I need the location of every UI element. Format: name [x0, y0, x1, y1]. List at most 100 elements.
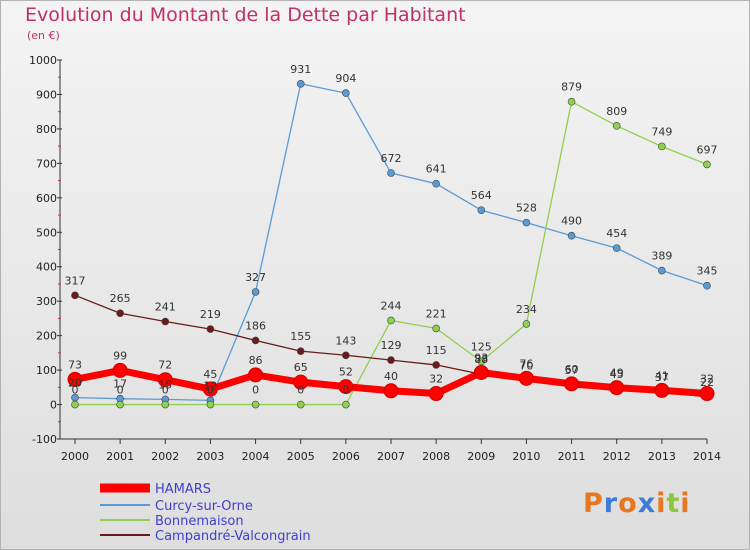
- data-label-1: 641: [426, 163, 447, 176]
- series-point-0: [383, 383, 399, 399]
- data-label-0: 76: [519, 357, 533, 370]
- series-point-2: [477, 357, 486, 366]
- data-label-3: 70: [519, 359, 533, 372]
- x-tick-label: 2010: [512, 450, 540, 463]
- data-label-2: 879: [561, 81, 582, 94]
- series-point-0: [157, 372, 173, 388]
- data-label-3: 241: [155, 301, 176, 314]
- data-label-3: 219: [200, 308, 221, 321]
- data-label-2: 0: [162, 384, 169, 397]
- series-point-2: [703, 160, 711, 169]
- data-label-1: 20: [68, 377, 82, 390]
- series-point-3: [251, 336, 260, 345]
- y-tick-label: 300: [36, 295, 57, 308]
- data-label-2: 0: [207, 384, 214, 397]
- data-label-1: 931: [290, 63, 311, 76]
- y-tick-label: 0: [50, 399, 57, 412]
- series-point-3: [161, 317, 170, 326]
- series-point-0: [202, 381, 218, 397]
- data-label-0: 49: [610, 367, 624, 380]
- series-point-0: [564, 376, 580, 392]
- x-tick-label: 2002: [151, 450, 179, 463]
- logo-letter: x: [637, 488, 657, 519]
- data-label-2: 0: [72, 384, 79, 397]
- series-point-2: [251, 400, 260, 409]
- series-point-1: [612, 244, 621, 252]
- data-label-1: 15: [158, 378, 172, 391]
- y-tick-label: 1000: [29, 54, 57, 67]
- data-label-2: 809: [606, 105, 627, 118]
- legend-label: Bonnemaison: [155, 514, 244, 529]
- logo-letter: i: [656, 488, 667, 519]
- series-point-2: [567, 97, 576, 106]
- logo-letter: r: [603, 488, 619, 519]
- series-point-2: [522, 320, 531, 328]
- series-point-2: [161, 400, 170, 409]
- series-point-3: [296, 347, 305, 355]
- x-tick-label: 2007: [377, 450, 405, 463]
- series-point-3: [116, 309, 124, 318]
- data-label-0: 72: [158, 359, 172, 372]
- data-label-2: 0: [117, 384, 124, 397]
- data-label-2: 749: [651, 125, 672, 138]
- x-tick-label: 2014: [693, 450, 721, 463]
- series-point-2: [612, 122, 621, 130]
- series-point-0: [112, 362, 128, 378]
- series-point-0: [428, 386, 444, 402]
- data-label-3: 155: [290, 330, 311, 343]
- series-point-2: [116, 400, 124, 409]
- data-label-0: 65: [294, 361, 308, 374]
- y-tick-label: 400: [36, 261, 57, 274]
- series-point-1: [658, 266, 666, 275]
- data-label-3: 37: [655, 371, 669, 384]
- data-label-0: 93: [474, 352, 488, 365]
- data-label-2: 221: [426, 307, 447, 320]
- series-point-2: [206, 400, 215, 409]
- data-label-3: 129: [381, 339, 402, 352]
- series-point-0: [518, 370, 534, 386]
- data-label-1: 454: [606, 227, 627, 240]
- series-point-0: [248, 367, 264, 383]
- logo-letter: o: [618, 488, 638, 519]
- series-point-0: [293, 374, 309, 390]
- series-point-3: [387, 356, 395, 364]
- logo-letter: i: [680, 488, 691, 519]
- y-tick-label: 200: [36, 330, 57, 343]
- data-label-2: 244: [381, 299, 402, 312]
- data-label-0: 73: [68, 358, 82, 371]
- data-label-2: 0: [342, 384, 349, 397]
- data-label-3: 22: [700, 376, 714, 389]
- series-point-1: [432, 179, 440, 188]
- data-label-2: 234: [516, 303, 537, 316]
- y-tick-label: 500: [36, 226, 57, 239]
- data-label-3: 115: [426, 344, 447, 357]
- data-label-2: 0: [252, 384, 259, 397]
- y-tick-label: 900: [36, 88, 57, 101]
- x-tick-label: 2006: [332, 450, 360, 463]
- data-label-1: 564: [471, 189, 492, 202]
- series-point-1: [567, 231, 576, 240]
- series-point-2: [342, 400, 350, 409]
- data-label-0: 86: [249, 354, 263, 367]
- data-label-3: 265: [110, 292, 131, 305]
- data-label-0: 99: [113, 349, 127, 362]
- data-label-1: 327: [245, 271, 266, 284]
- series-point-2: [658, 142, 666, 151]
- y-tick-label: 100: [36, 364, 57, 377]
- chart-subtitle: (en €): [27, 29, 60, 42]
- data-label-3: 45: [610, 368, 624, 381]
- data-label-0: 45: [203, 368, 217, 381]
- series-point-0: [67, 371, 83, 387]
- data-label-0: 60: [565, 363, 579, 376]
- data-label-2: 0: [297, 384, 304, 397]
- series-point-1: [522, 218, 531, 227]
- x-tick-label: 2012: [603, 450, 631, 463]
- logo-letter: P: [583, 488, 604, 519]
- data-label-1: 490: [561, 215, 582, 228]
- series-point-0: [699, 386, 715, 402]
- data-label-1: 904: [335, 72, 356, 85]
- data-label-1: 528: [516, 202, 537, 215]
- logo-letter: t: [666, 488, 681, 519]
- x-tick-label: 2004: [242, 450, 270, 463]
